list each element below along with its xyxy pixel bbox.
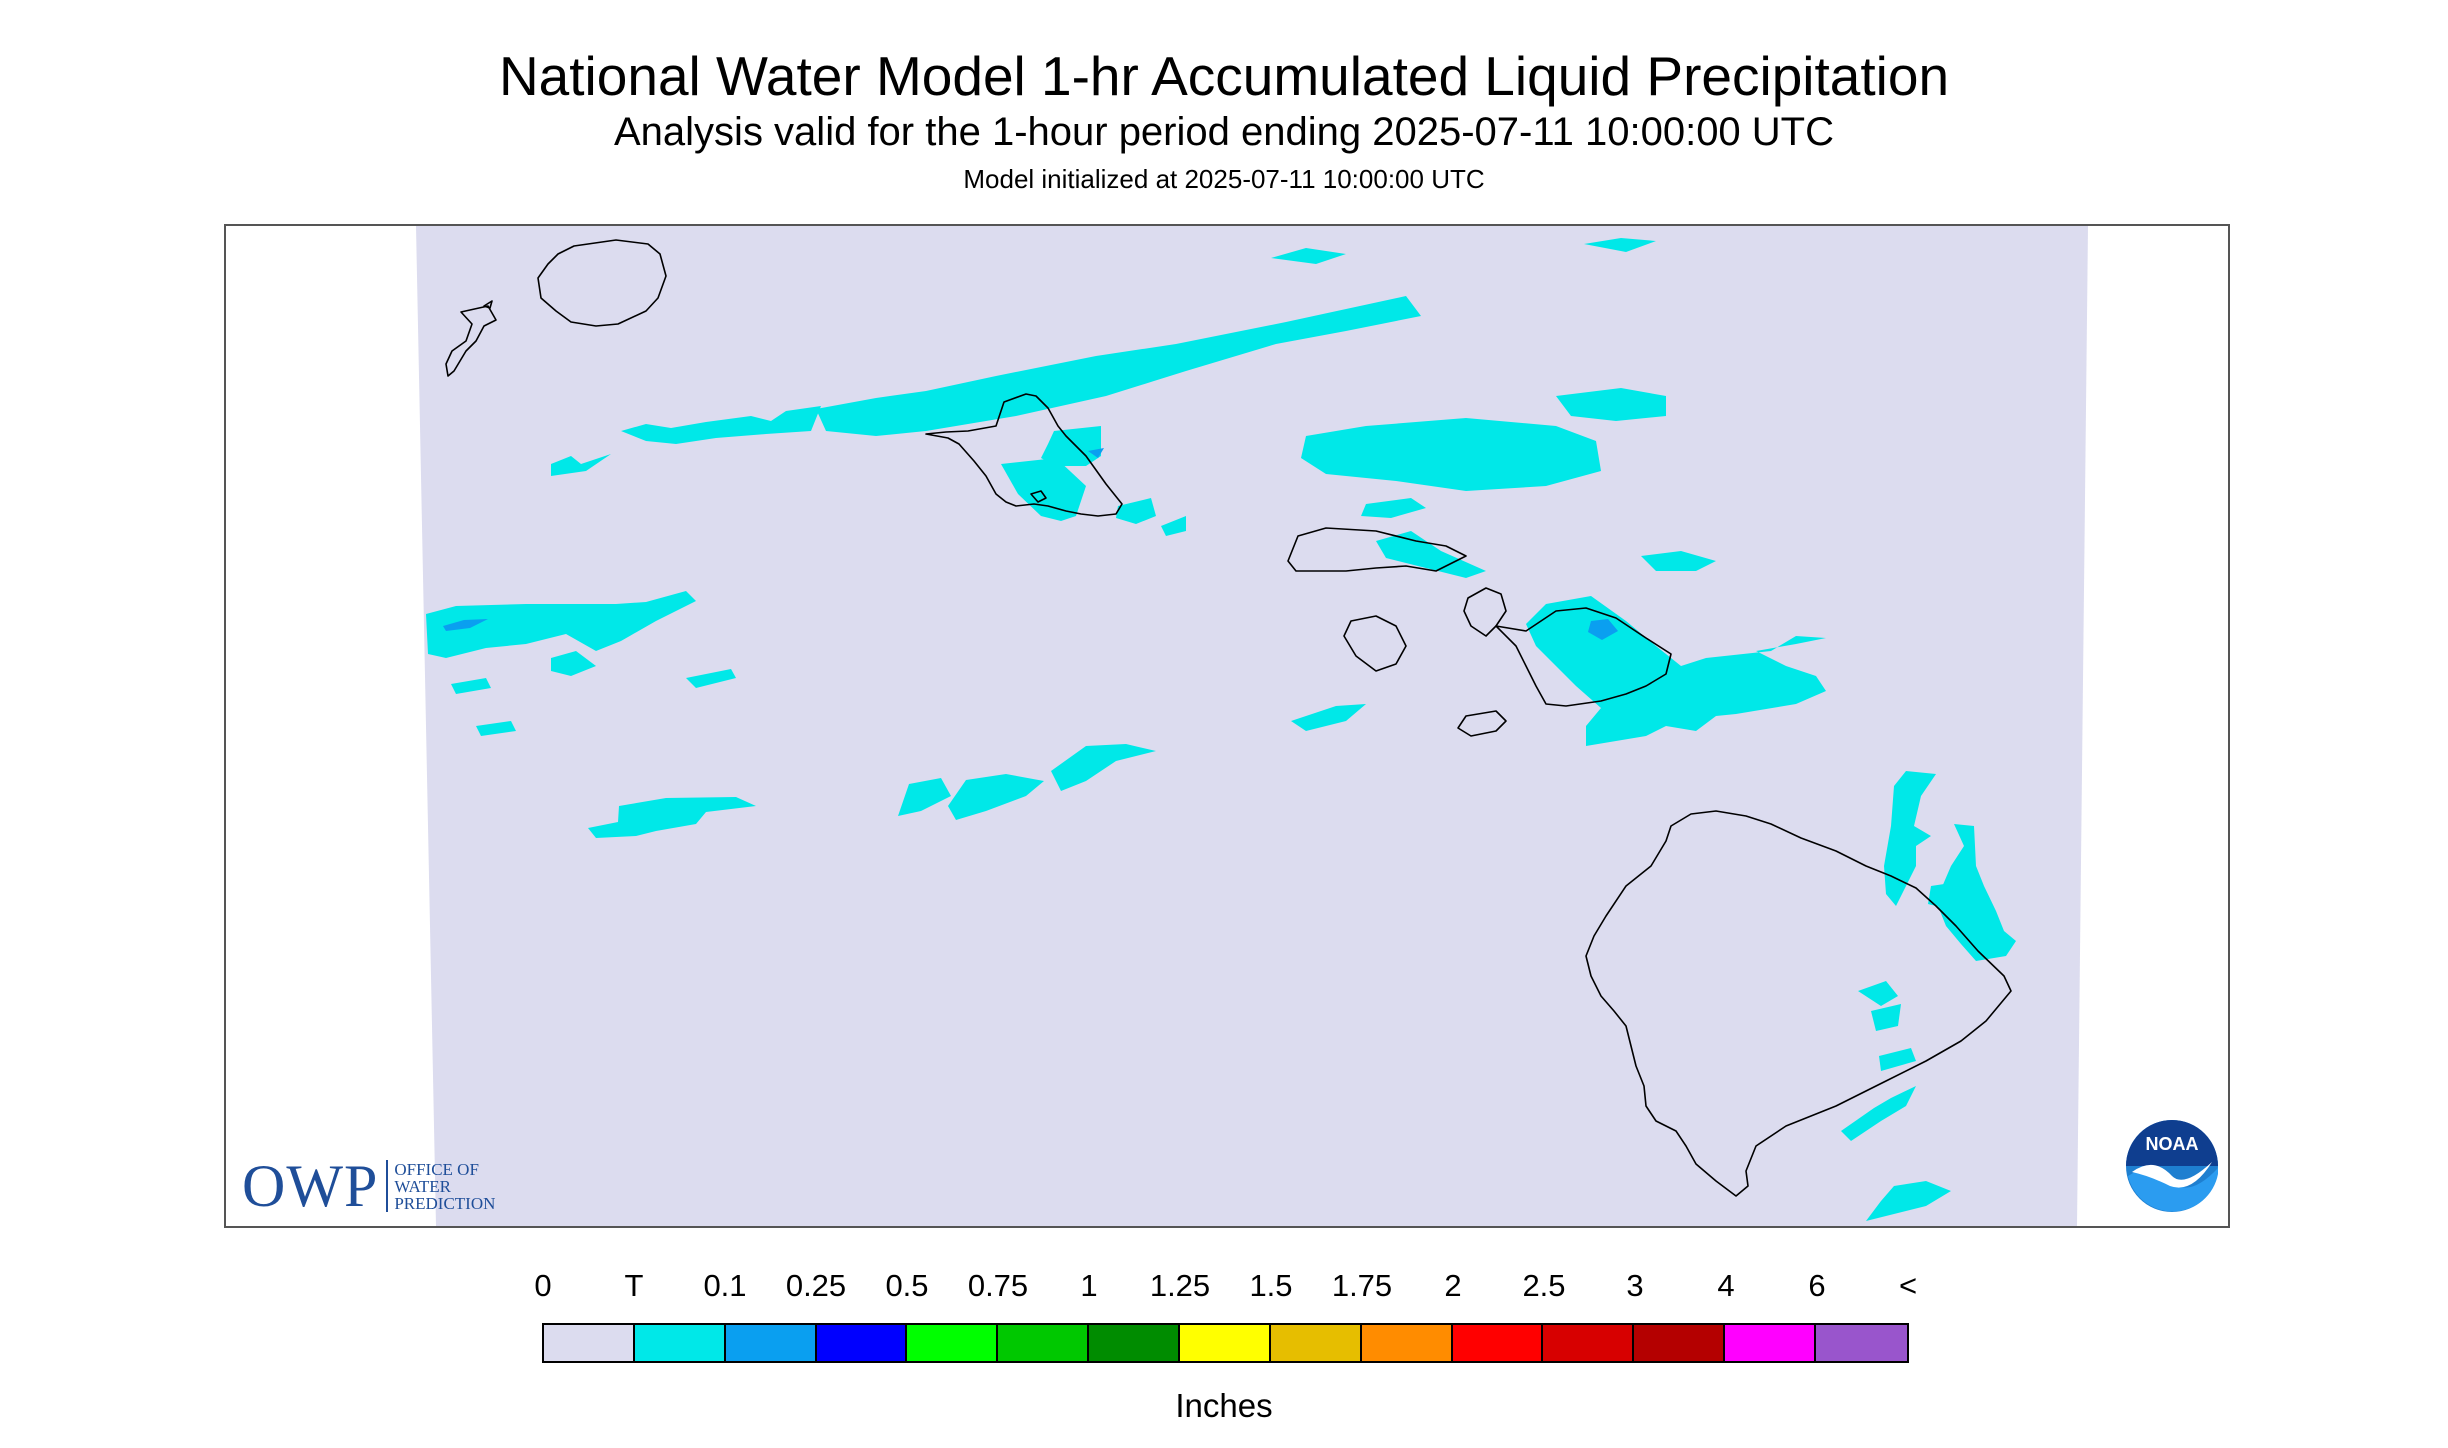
precip-patch <box>1858 981 1898 1006</box>
precip-patch <box>551 454 611 476</box>
model-domain <box>416 226 2088 1226</box>
coastline-kahoolawe <box>1457 710 1507 737</box>
legend-swatch <box>1725 1325 1817 1361</box>
legend-tick-label: 0.1 <box>703 1268 747 1303</box>
precip-patch <box>1866 1181 1951 1221</box>
precip-light-areas <box>443 448 1618 640</box>
legend-swatch <box>1452 1325 1544 1361</box>
legend-swatch <box>544 1325 635 1361</box>
owp-line-1: OFFICE OF <box>394 1159 479 1179</box>
legend-swatch <box>725 1325 817 1361</box>
precip-patch <box>476 721 516 736</box>
legend-swatch <box>1180 1325 1271 1361</box>
map-svg <box>416 226 2088 1226</box>
precip-patch <box>686 669 736 688</box>
legend-tick-label: 1.5 <box>1249 1268 1293 1303</box>
precip-patch <box>1584 238 1656 252</box>
legend-swatch <box>1089 1325 1181 1361</box>
precip-patch <box>443 619 488 631</box>
coastline-lehua <box>483 300 493 309</box>
coastline-molokai <box>1287 527 1467 572</box>
precip-patch <box>1161 516 1186 536</box>
legend-swatch <box>1543 1325 1635 1361</box>
precip-patch <box>1884 771 1936 906</box>
owp-line-2: WATER <box>394 1176 452 1196</box>
legend-swatch <box>1270 1325 1362 1361</box>
precip-patch <box>1641 551 1716 571</box>
chart-title: National Water Model 1-hr Accumulated Li… <box>498 45 1950 107</box>
precip-patch <box>621 406 821 444</box>
precip-patch <box>1001 458 1086 521</box>
legend-swatch <box>1361 1325 1453 1361</box>
chart-subtitle: Analysis valid for the 1-hour period end… <box>614 110 1834 154</box>
color-legend: 0 T 0.1 0.25 0.5 0.75 1 1.25 1.5 1.75 2 2.5 3 4 6 < <box>534 1268 1918 1378</box>
precip-patch <box>1871 1004 1901 1031</box>
precip-patch <box>1588 619 1618 640</box>
coastline-big-island <box>1585 810 2012 1197</box>
model-init-text: Model initialized at 2025-07-11 10:00:00… <box>963 164 1485 194</box>
legend-tick-label: 2 <box>1444 1268 1462 1303</box>
precip-patch <box>948 774 1044 820</box>
precip-patch <box>1301 418 1601 491</box>
precip-patch <box>1361 498 1426 518</box>
owp-divider <box>386 1160 389 1212</box>
precip-patch <box>1879 1048 1916 1071</box>
coastline-niihau <box>445 305 497 377</box>
legend-tick-label: 4 <box>1717 1268 1735 1303</box>
precip-patch <box>1556 388 1666 421</box>
coastline-lanai <box>1343 615 1407 672</box>
legend-tick-label: 0 <box>534 1268 552 1303</box>
owp-line-3: PREDICTION <box>394 1193 496 1213</box>
precip-patch <box>426 591 696 658</box>
precip-patch <box>816 296 1421 436</box>
precip-patch <box>1841 1086 1916 1141</box>
coastline-oahu <box>925 393 1123 517</box>
precip-patch <box>551 651 596 676</box>
legend-tick-label: 2.5 <box>1522 1268 1566 1303</box>
precip-patch <box>1291 704 1366 731</box>
legend-swatch <box>816 1325 908 1361</box>
precip-patch <box>1088 448 1104 458</box>
legend-swatch <box>907 1325 999 1361</box>
owp-wordmark: OFFICE OF WATER PREDICTION <box>394 1161 495 1212</box>
owp-letters: OWP <box>242 1153 379 1219</box>
legend-tick-label: T <box>624 1268 644 1303</box>
noaa-logo: NOAA <box>2124 1118 2220 1214</box>
coastline-pearl-harbor <box>1030 490 1047 503</box>
noaa-text: NOAA <box>2146 1134 2199 1154</box>
precip-patch <box>1051 744 1156 791</box>
precip-patch <box>1116 498 1156 524</box>
legend-tick-label: < <box>1898 1268 1918 1303</box>
owp-logo: OWP OFFICE OF WATER PREDICTION <box>242 1156 495 1216</box>
precip-patch <box>1376 531 1486 578</box>
legend-tick-label: 6 <box>1808 1268 1826 1303</box>
precip-patch <box>898 778 951 816</box>
precip-patch <box>451 678 491 694</box>
precip-patch <box>1271 248 1346 264</box>
coastlines <box>445 239 2012 1197</box>
coastline-maui-east <box>1495 607 1672 707</box>
legend-swatch <box>998 1325 1090 1361</box>
legend-swatch <box>1634 1325 1726 1361</box>
legend-units: Inches <box>1175 1387 1273 1424</box>
legend-color-bar <box>542 1323 1909 1363</box>
legend-tick-label: 1.25 <box>1149 1268 1211 1303</box>
legend-tick-label: 0.5 <box>885 1268 929 1303</box>
precip-patch <box>588 797 756 838</box>
legend-tick-label: 1 <box>1080 1268 1098 1303</box>
legend-tick-label: 1.75 <box>1331 1268 1393 1303</box>
legend-swatch <box>1816 1325 1907 1361</box>
legend-tick-label: 0.25 <box>785 1268 847 1303</box>
legend-swatch <box>634 1325 726 1361</box>
precipitation-map: OWP OFFICE OF WATER PREDICTION NOAA <box>224 224 2230 1228</box>
legend-tick-label: 3 <box>1626 1268 1644 1303</box>
legend-tick-label: 0.75 <box>967 1268 1029 1303</box>
coastline-kauai <box>537 239 667 327</box>
